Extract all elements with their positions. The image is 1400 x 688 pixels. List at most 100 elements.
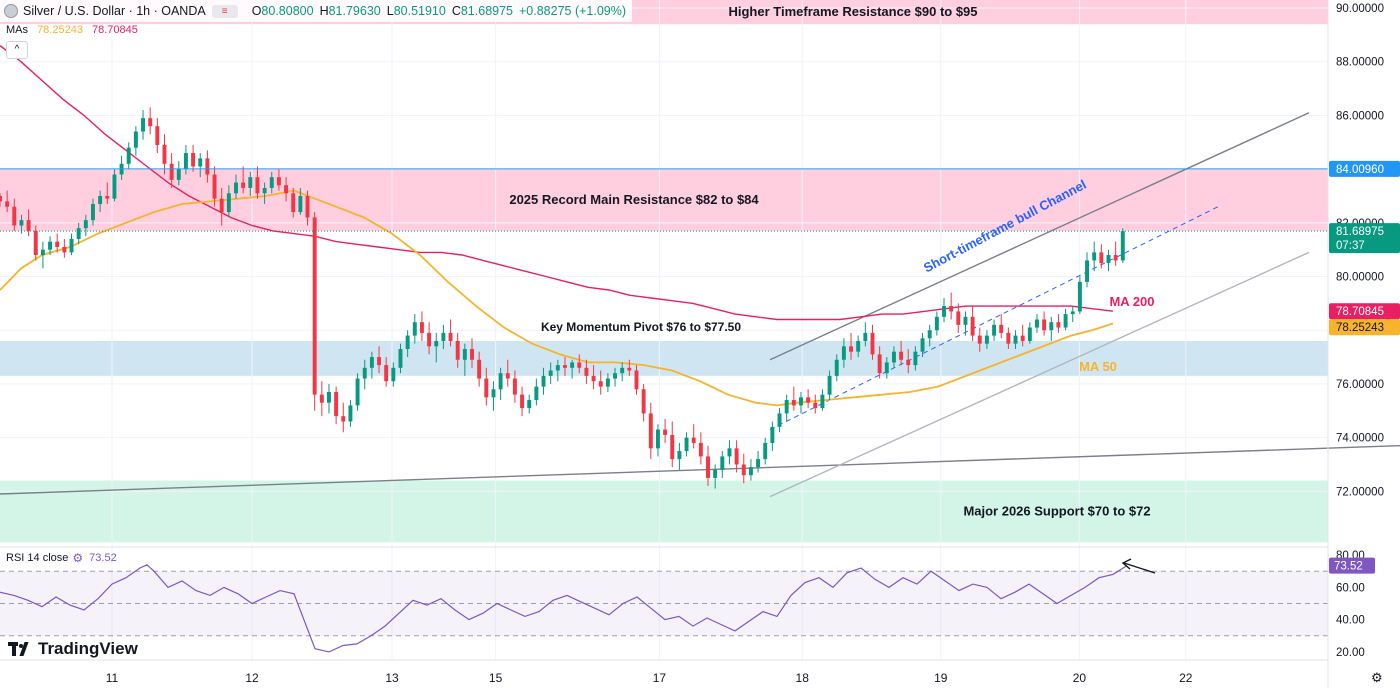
- candle-body: [133, 131, 138, 148]
- candle-body: [820, 394, 825, 409]
- candle-body: [1049, 322, 1054, 331]
- ohlc-high: H81.79630: [319, 4, 381, 18]
- tradingview-logo[interactable]: TradingView: [8, 639, 138, 659]
- rsi-tick-label: 40.00: [1336, 615, 1365, 627]
- time-tick-label: 19: [934, 671, 948, 685]
- flag-icon[interactable]: ≡: [211, 4, 238, 18]
- candle-body: [1013, 335, 1018, 344]
- collapse-legend-button[interactable]: ^: [6, 41, 28, 59]
- candle-body: [727, 448, 732, 457]
- candle-body: [112, 174, 117, 199]
- trendline-channel-mid: [769, 206, 1219, 431]
- settings-icon[interactable]: ⚙: [1371, 670, 1383, 685]
- rsi-arrow-head: [1121, 558, 1132, 570]
- ma200-line: [0, 45, 1114, 321]
- candle-body: [520, 394, 525, 409]
- ma50-annotation: MA 50: [1079, 359, 1117, 374]
- candle-body: [713, 469, 718, 478]
- candle-body: [691, 437, 696, 443]
- candle-body: [784, 400, 789, 414]
- rsi-band: [0, 571, 1328, 636]
- candle-body: [26, 220, 31, 231]
- candle-body: [899, 351, 904, 360]
- candle-body: [555, 365, 560, 371]
- candle-body: [534, 386, 539, 401]
- candle-body: [992, 324, 997, 336]
- candle-body: [427, 332, 432, 347]
- candle-body: [398, 349, 403, 368]
- candle-body: [1006, 332, 1011, 344]
- candle-body: [1070, 311, 1075, 315]
- candle-body: [1106, 255, 1111, 264]
- candle-body: [248, 177, 253, 188]
- rsi-tick-label: 20.00: [1336, 647, 1365, 659]
- candle-body: [963, 316, 968, 325]
- candle-body: [212, 174, 217, 199]
- candle-body: [942, 306, 946, 317]
- candle-body: [770, 426, 775, 443]
- price-label-box: [1329, 223, 1400, 254]
- price-change: +0.88275 (+1.09%): [519, 4, 627, 18]
- candle-body: [48, 241, 53, 250]
- candle-body: [827, 375, 832, 395]
- candle-body: [841, 346, 846, 360]
- candle-body: [1027, 327, 1032, 341]
- candle-body: [33, 230, 38, 256]
- ma200-annotation: MA 200: [1109, 294, 1154, 309]
- candle-body: [777, 413, 782, 427]
- candle-body: [806, 397, 811, 403]
- time-tick-label: 11: [106, 671, 119, 685]
- candle-body: [670, 434, 675, 460]
- price-label-box: [1329, 303, 1400, 320]
- ma-legend[interactable]: MAs 78.25243 78.70845: [6, 24, 138, 36]
- candle-body: [498, 373, 503, 390]
- price-label-box: [1329, 319, 1400, 336]
- ohlc-open: O80.80800: [251, 4, 314, 18]
- candle-body: [0, 195, 2, 202]
- price-label-text: 84.00960: [1336, 164, 1384, 176]
- candle-body: [55, 241, 60, 247]
- candle-body: [970, 316, 975, 336]
- zone-label-3: Major 2026 Support $70 to $72: [963, 503, 1150, 518]
- candle-body: [934, 316, 939, 331]
- candle-body: [355, 378, 360, 406]
- candle-body: [877, 354, 882, 374]
- candle-body: [484, 378, 489, 398]
- candle-body: [734, 448, 739, 465]
- symbol-title[interactable]: Silver / U.S. Dollar · 1h · OANDA: [23, 4, 206, 18]
- candle-body: [219, 198, 224, 213]
- candle-body: [255, 177, 260, 194]
- candle-body: [448, 332, 453, 341]
- trendline-channel-lower: [769, 251, 1310, 498]
- price-label-text: 78.70845: [1336, 306, 1384, 318]
- ohlc-low: L80.51910: [386, 4, 446, 18]
- trendline-long-support: [0, 444, 1400, 495]
- candle-body: [684, 437, 689, 452]
- candle-body: [183, 153, 188, 170]
- candle-body: [83, 220, 88, 229]
- candle-body: [377, 357, 382, 366]
- candle-body: [141, 118, 145, 132]
- candle-body: [598, 381, 603, 387]
- rsi-legend[interactable]: RSI 14 close ⚙ 73.52: [6, 551, 117, 565]
- price-label-text: 81.68975: [1336, 226, 1384, 238]
- rsi-arrow-shaft: [1123, 562, 1156, 574]
- zone-2: [0, 340, 1328, 376]
- candle-body: [334, 391, 339, 417]
- candle-body: [863, 332, 868, 341]
- candle-body: [319, 394, 324, 403]
- price-tick-label: 90.00000: [1336, 3, 1384, 15]
- candle-body: [462, 349, 467, 360]
- candle-body: [884, 362, 889, 374]
- candle-body: [720, 456, 725, 470]
- gear-icon[interactable]: ⚙: [72, 551, 84, 565]
- candle-body: [791, 400, 796, 406]
- candle-body: [627, 367, 632, 371]
- candle-body: [76, 228, 81, 239]
- candle-body: [412, 322, 417, 336]
- candle-body: [541, 375, 546, 387]
- candle-body: [234, 182, 238, 194]
- candle-body: [663, 429, 668, 435]
- candle-body: [849, 346, 854, 352]
